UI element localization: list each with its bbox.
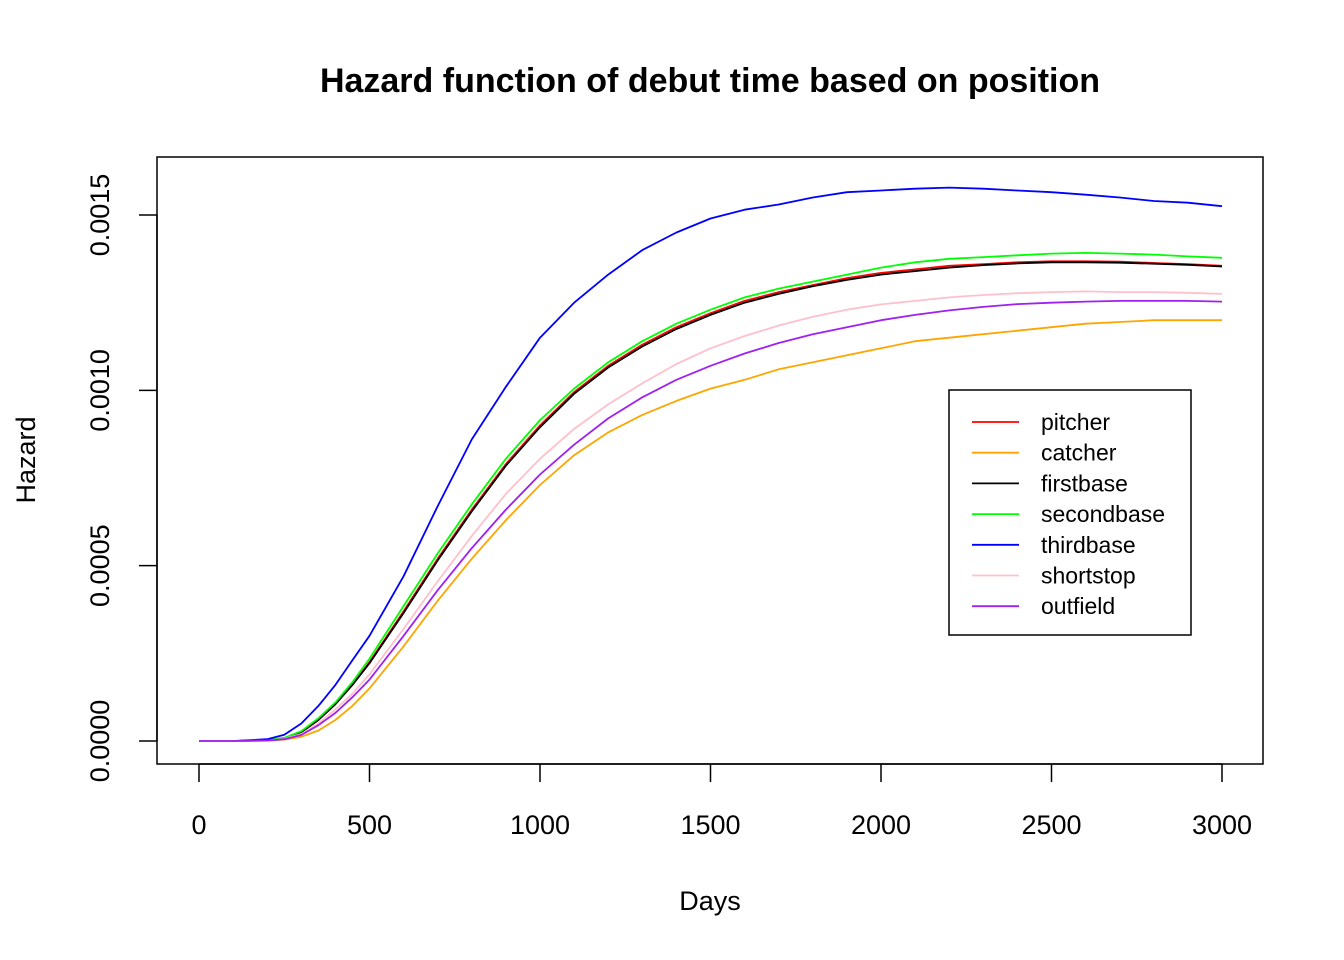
legend-label-outfield: outfield [1041,593,1115,619]
series-line-secondbase [199,251,1223,742]
x-tick-label: 1000 [510,810,570,840]
series-lines [199,186,1223,742]
y-axis: 0.0000 0.0005 0.0010 0.0015 [85,174,158,783]
series-line-firstbase [199,261,1223,742]
chart-title: Hazard function of debut time based on p… [320,62,1100,100]
x-tick-label: 500 [347,810,392,840]
y-tick-label: 0.0005 [85,524,115,607]
series-line-catcher [199,319,1222,742]
legend-box [948,389,1192,636]
legend-label-secondbase: secondbase [1041,501,1165,527]
legend-label-catcher: catcher [1041,440,1117,466]
legend: pitcher catcher firstbase secondbase thirdba… [948,389,1192,636]
legend-label-firstbase: firstbase [1041,470,1128,496]
legend-label-pitcher: pitcher [1041,409,1110,435]
y-axis-label: Hazard [11,416,41,503]
y-tick-label: 0.0000 [85,700,115,783]
x-axis: 0 500 1000 1500 2000 2500 3000 [191,763,1252,840]
y-tick-label: 0.0015 [85,174,115,257]
x-tick-label: 2500 [1021,810,1081,840]
series-line-outfield [199,299,1223,742]
series-line-shortstop [199,290,1223,742]
legend-label-thirdbase: thirdbase [1041,532,1136,558]
x-tick-label: 3000 [1192,810,1252,840]
legend-label-shortstop: shortstop [1041,563,1136,589]
x-tick-label: 0 [191,810,206,840]
y-tick-label: 0.0010 [85,349,115,432]
x-tick-label: 1500 [680,810,740,840]
x-axis-label: Days [679,886,741,916]
series-line-thirdbase [199,186,1223,742]
x-tick-label: 2000 [851,810,911,840]
